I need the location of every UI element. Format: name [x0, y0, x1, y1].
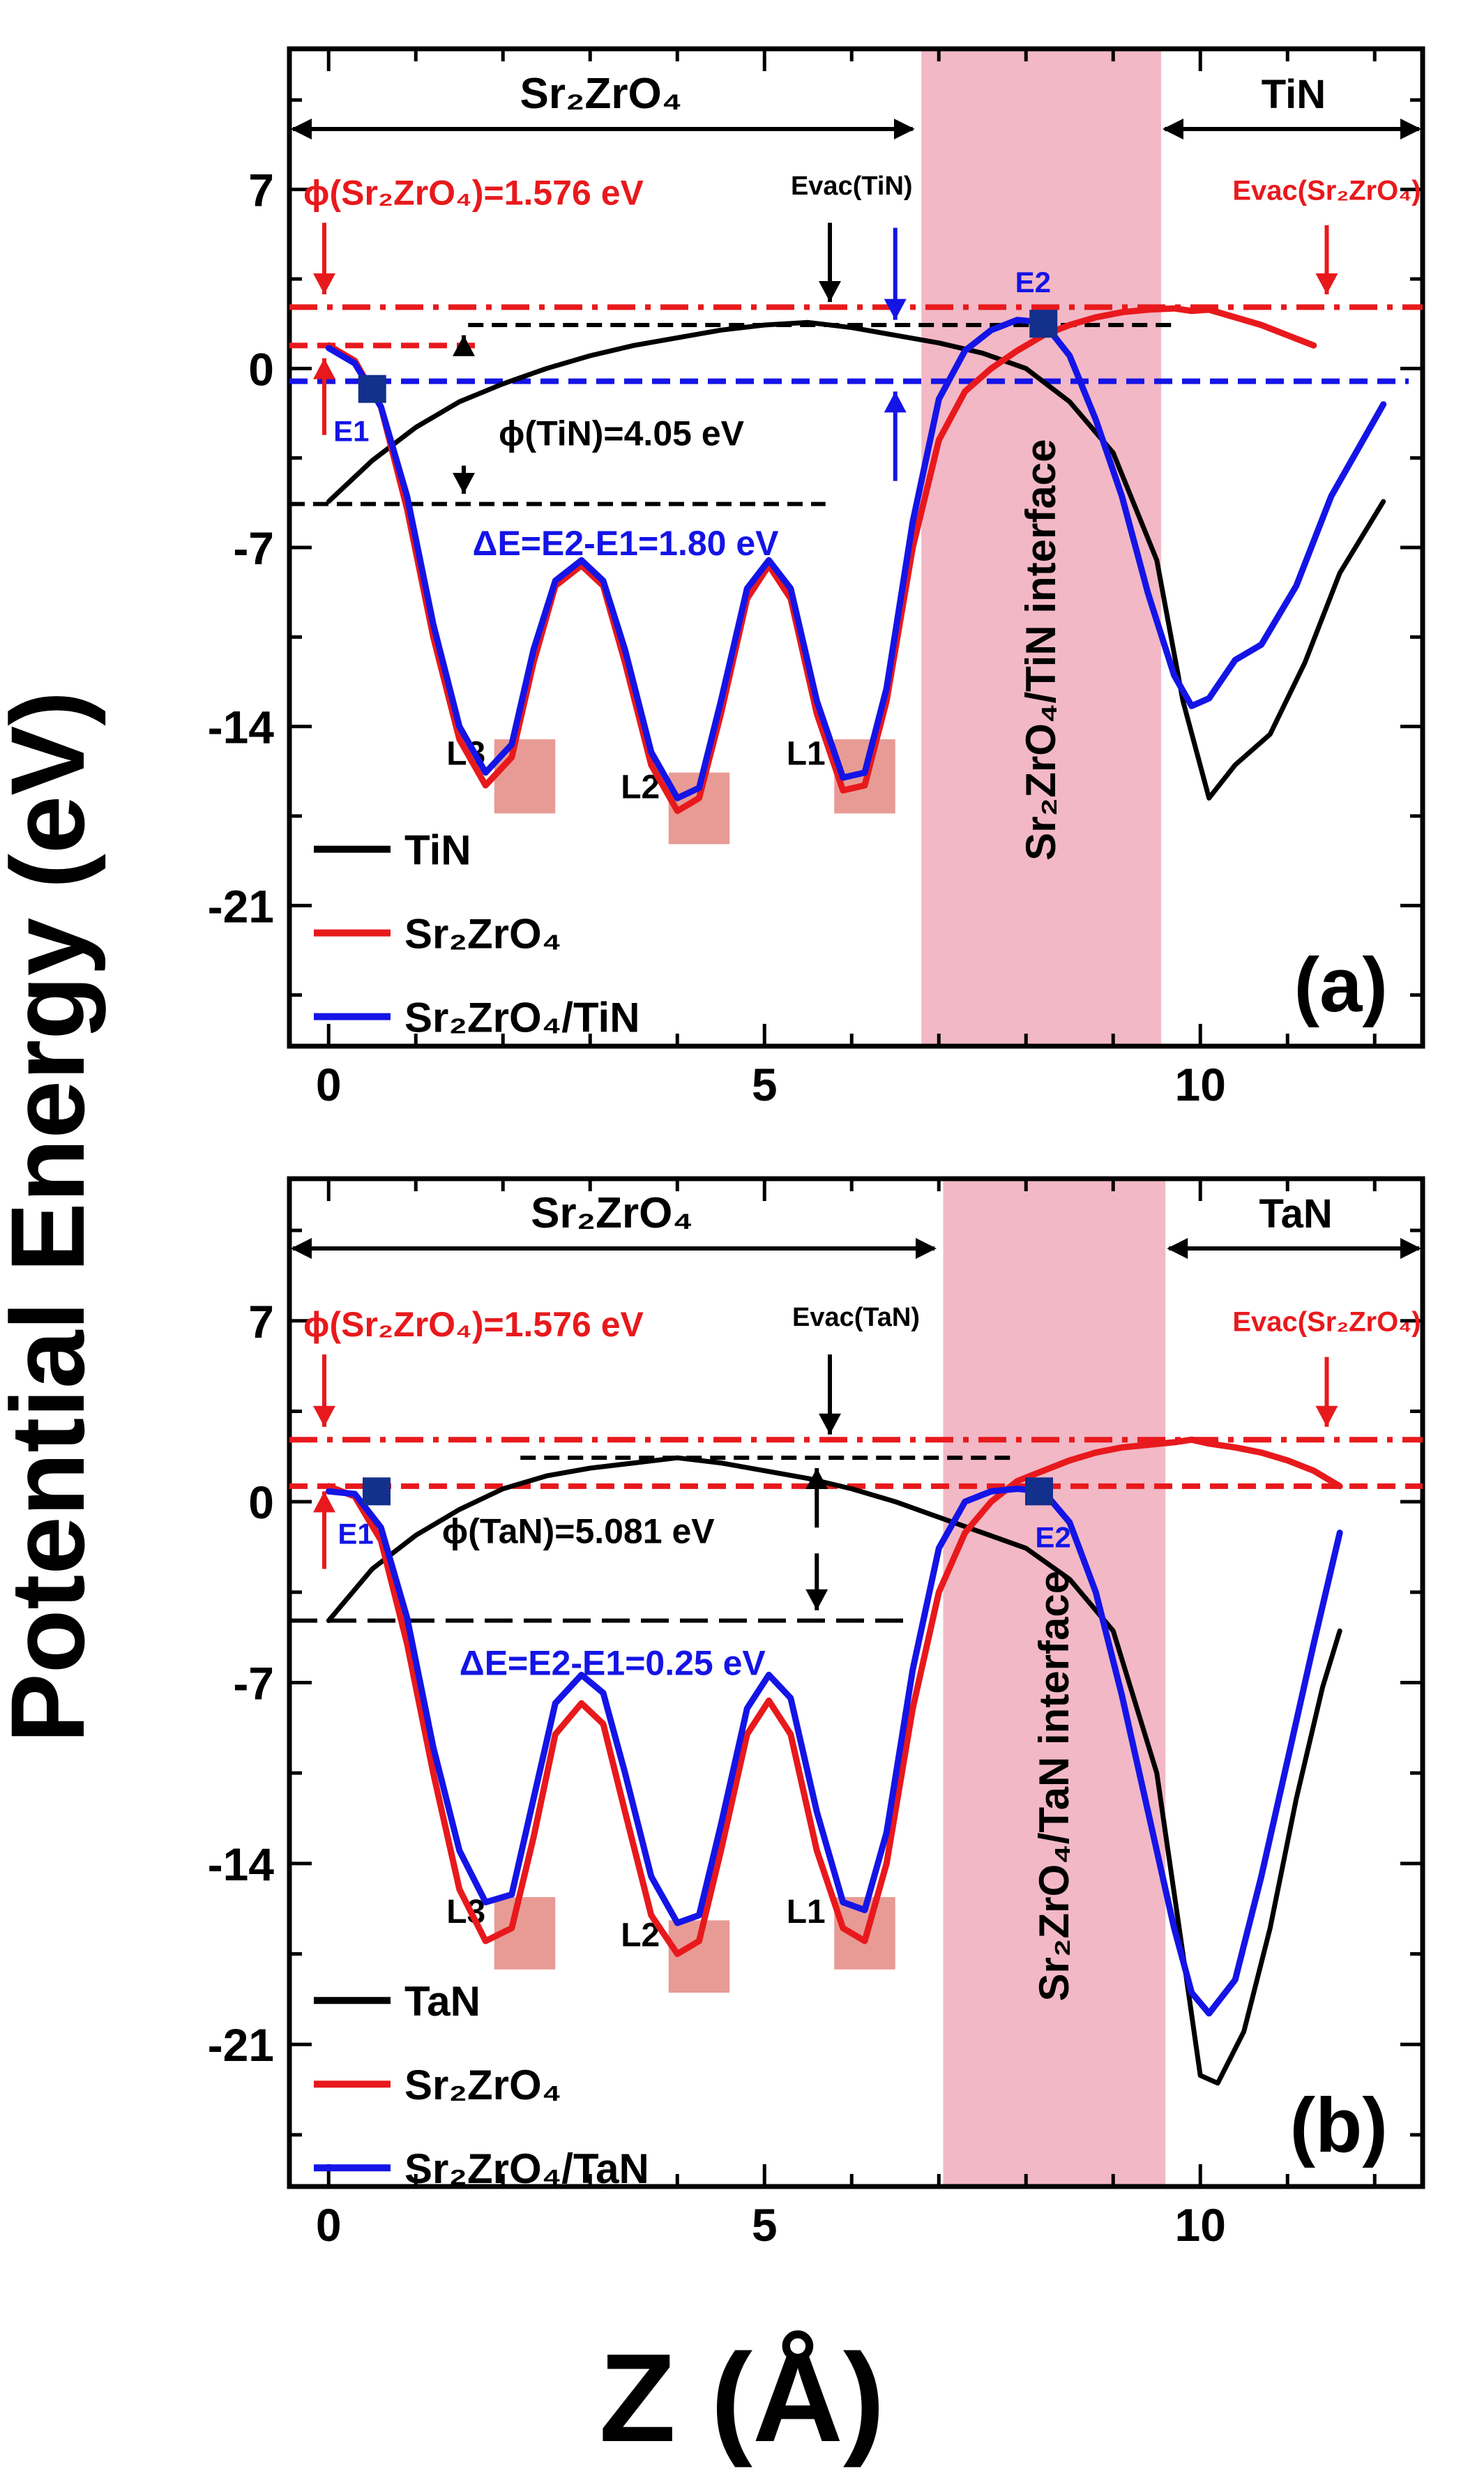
y-tick-label: -21 — [208, 880, 274, 932]
y-tick-label: 7 — [248, 165, 274, 216]
interface-label: Sr₂ZrO₄/TiN interface — [1017, 439, 1064, 861]
phi-substrate-arrow-down-head — [313, 1405, 335, 1427]
phi-metal-arrow-down-head — [453, 473, 475, 494]
x-tick-label: 10 — [1175, 2199, 1226, 2251]
y-tick-label: 7 — [248, 1296, 274, 1347]
panel-label: (b) — [1290, 2083, 1388, 2168]
legend-label: Sr₂ZrO₄ — [404, 2062, 561, 2108]
legend-label: TiN — [404, 827, 471, 874]
e2-marker — [1029, 310, 1058, 338]
phi-metal-annotation: ϕ(TaN)=5.081 eV — [442, 1511, 716, 1550]
phi-metal-annotation: ϕ(TiN)=4.05 eV — [499, 414, 745, 453]
evac-substrate-annotation: Evac(Sr₂ZrO₄) — [1232, 175, 1421, 206]
substrate-curve — [325, 305, 1317, 815]
phi-substrate-annotation: ϕ(Sr₂ZrO₄)=1.576 eV — [303, 1305, 644, 1344]
y-axis-label: Potential Energy (eV) — [0, 691, 106, 1744]
phi-metal-arrow-up-head — [453, 335, 475, 356]
metal-curve — [326, 1455, 1342, 2086]
x-tick-label: 0 — [316, 1059, 342, 1110]
x-axis-label: Z (Å) — [599, 2328, 885, 2468]
metal-curve — [326, 319, 1386, 801]
y-tick-label: -14 — [208, 702, 275, 753]
substrate-curve — [325, 1436, 1343, 1957]
y-tick-label: 0 — [248, 1477, 274, 1528]
y-tick-label: -21 — [208, 2019, 274, 2071]
phi-metal-arrow-up-head — [805, 1467, 828, 1489]
phi-metal-arrow-down-head — [805, 1589, 828, 1610]
metal-region-label: TiN — [1262, 72, 1326, 117]
legend-label: TaN — [404, 1978, 480, 2025]
interface-arrow-up-head — [884, 391, 907, 413]
e1-marker — [358, 375, 386, 403]
x-tick-label: 10 — [1175, 1059, 1226, 1110]
y-tick-label: -14 — [208, 1838, 275, 1890]
level-label: L1 — [787, 1894, 826, 1931]
y-tick-label: 0 — [248, 343, 274, 395]
evac-metal-annotation: Evac(TiN) — [791, 172, 913, 201]
phi-substrate-arrow-up-head — [313, 1491, 335, 1513]
x-tick-label: 5 — [752, 1059, 778, 1110]
phi-substrate-arrow-down-head — [313, 273, 335, 294]
interface-curve — [325, 317, 1387, 801]
e2-marker — [1025, 1477, 1053, 1506]
y-tick-label: -7 — [233, 522, 274, 574]
interface-label: Sr₂ZrO₄/TaN interface — [1031, 1571, 1077, 2002]
phi-substrate-annotation: ϕ(Sr₂ZrO₄)=1.576 eV — [303, 174, 644, 213]
evac-metal-annotation: Evac(TaN) — [792, 1303, 920, 1332]
x-tick-label: 0 — [316, 2199, 342, 2251]
delta-e-annotation: ΔE=E2-E1=1.80 eV — [473, 524, 780, 563]
e1-label: E1 — [338, 1517, 373, 1550]
interface-band — [921, 49, 1161, 1046]
e1-marker — [363, 1477, 391, 1506]
legend-label: Sr₂ZrO₄/TaN — [404, 2145, 649, 2192]
substrate-region-label: Sr₂ZrO₄ — [520, 70, 682, 118]
evac-substrate-arrow-head — [1315, 273, 1338, 294]
delta-e-annotation: ΔE=E2-E1=0.25 eV — [460, 1643, 766, 1682]
e2-label: E2 — [1015, 266, 1051, 299]
evac-metal-arrow-head — [819, 281, 841, 302]
phi-substrate-arrow-up-head — [313, 358, 335, 379]
substrate-region-label: Sr₂ZrO₄ — [531, 1189, 693, 1237]
y-tick-label: -7 — [233, 1658, 274, 1709]
metal-region-label: TaN — [1259, 1191, 1332, 1237]
e1-label: E1 — [333, 415, 369, 448]
interface-arrow-down-head — [884, 299, 907, 320]
level-label: L1 — [787, 736, 826, 773]
panel-label: (a) — [1294, 942, 1388, 1028]
e2-label: E2 — [1035, 1520, 1070, 1553]
interface-curve — [325, 1486, 1343, 2017]
legend-label: Sr₂ZrO₄/TiN — [404, 995, 640, 1041]
legend-label: Sr₂ZrO₄ — [404, 911, 561, 958]
evac-metal-arrow-head — [819, 1413, 841, 1435]
evac-substrate-annotation: Evac(Sr₂ZrO₄) — [1232, 1307, 1421, 1338]
evac-substrate-arrow-head — [1315, 1405, 1338, 1427]
x-tick-label: 5 — [752, 2199, 778, 2251]
